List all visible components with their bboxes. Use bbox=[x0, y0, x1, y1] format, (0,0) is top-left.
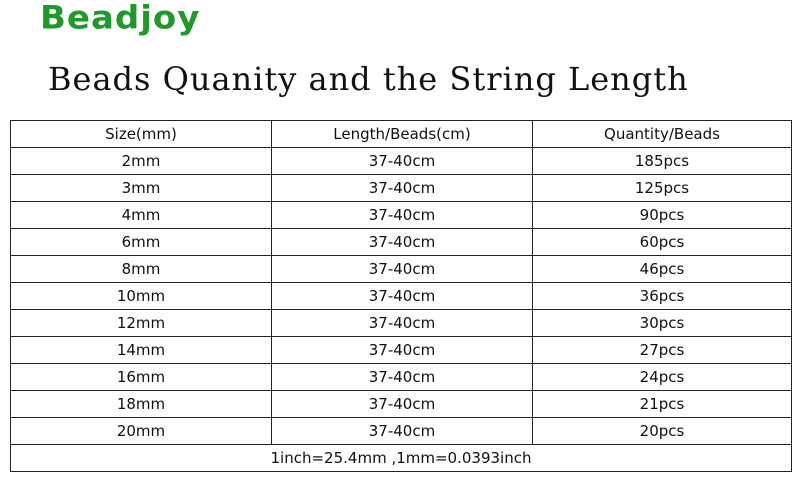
quantity-cell: 24pcs bbox=[532, 363, 792, 391]
table-footer-row: 1inch=25.4mm ,1mm=0.0393inch bbox=[10, 444, 792, 472]
size-cell: 3mm bbox=[10, 174, 272, 202]
quantity-cell: 90pcs bbox=[532, 201, 792, 229]
size-cell: 12mm bbox=[10, 309, 272, 337]
table-row: 10mm 37-40cm 36pcs bbox=[10, 282, 792, 310]
quantity-cell: 46pcs bbox=[532, 255, 792, 283]
table-row: 6mm 37-40cm 60pcs bbox=[10, 228, 792, 256]
quantity-cell: 36pcs bbox=[532, 282, 792, 310]
page-title: Beads Quanity and the String Length bbox=[48, 60, 689, 98]
header-quantity: Quantity/Beads bbox=[532, 120, 792, 148]
table-row: 3mm 37-40cm 125pcs bbox=[10, 174, 792, 202]
table-header-row: Size(mm) Length/Beads(cm) Quantity/Beads bbox=[10, 120, 792, 148]
size-cell: 6mm bbox=[10, 228, 272, 256]
table-row: 16mm 37-40cm 24pcs bbox=[10, 363, 792, 391]
quantity-cell: 21pcs bbox=[532, 390, 792, 418]
header-length: Length/Beads(cm) bbox=[271, 120, 533, 148]
size-cell: 10mm bbox=[10, 282, 272, 310]
size-cell: 20mm bbox=[10, 417, 272, 445]
quantity-cell: 27pcs bbox=[532, 336, 792, 364]
table-row: 12mm 37-40cm 30pcs bbox=[10, 309, 792, 337]
length-cell: 37-40cm bbox=[271, 336, 533, 364]
quantity-cell: 20pcs bbox=[532, 417, 792, 445]
size-cell: 14mm bbox=[10, 336, 272, 364]
length-cell: 37-40cm bbox=[271, 201, 533, 229]
header-size: Size(mm) bbox=[10, 120, 272, 148]
bead-size-table: Size(mm) Length/Beads(cm) Quantity/Beads… bbox=[10, 120, 792, 472]
size-cell: 4mm bbox=[10, 201, 272, 229]
table-row: 8mm 37-40cm 46pcs bbox=[10, 255, 792, 283]
size-cell: 8mm bbox=[10, 255, 272, 283]
table-row: 14mm 37-40cm 27pcs bbox=[10, 336, 792, 364]
length-cell: 37-40cm bbox=[271, 417, 533, 445]
length-cell: 37-40cm bbox=[271, 309, 533, 337]
quantity-cell: 185pcs bbox=[532, 147, 792, 175]
quantity-cell: 30pcs bbox=[532, 309, 792, 337]
length-cell: 37-40cm bbox=[271, 255, 533, 283]
size-cell: 16mm bbox=[10, 363, 272, 391]
conversion-note: 1inch=25.4mm ,1mm=0.0393inch bbox=[10, 444, 792, 472]
quantity-cell: 60pcs bbox=[532, 228, 792, 256]
size-cell: 18mm bbox=[10, 390, 272, 418]
table-row: 2mm 37-40cm 185pcs bbox=[10, 147, 792, 175]
length-cell: 37-40cm bbox=[271, 228, 533, 256]
table-row: 18mm 37-40cm 21pcs bbox=[10, 390, 792, 418]
length-cell: 37-40cm bbox=[271, 390, 533, 418]
table-row: 4mm 37-40cm 90pcs bbox=[10, 201, 792, 229]
table-row: 20mm 37-40cm 20pcs bbox=[10, 417, 792, 445]
size-cell: 2mm bbox=[10, 147, 272, 175]
length-cell: 37-40cm bbox=[271, 282, 533, 310]
brand-logo: Beadjoy bbox=[40, 0, 201, 37]
quantity-cell: 125pcs bbox=[532, 174, 792, 202]
length-cell: 37-40cm bbox=[271, 174, 533, 202]
length-cell: 37-40cm bbox=[271, 363, 533, 391]
length-cell: 37-40cm bbox=[271, 147, 533, 175]
